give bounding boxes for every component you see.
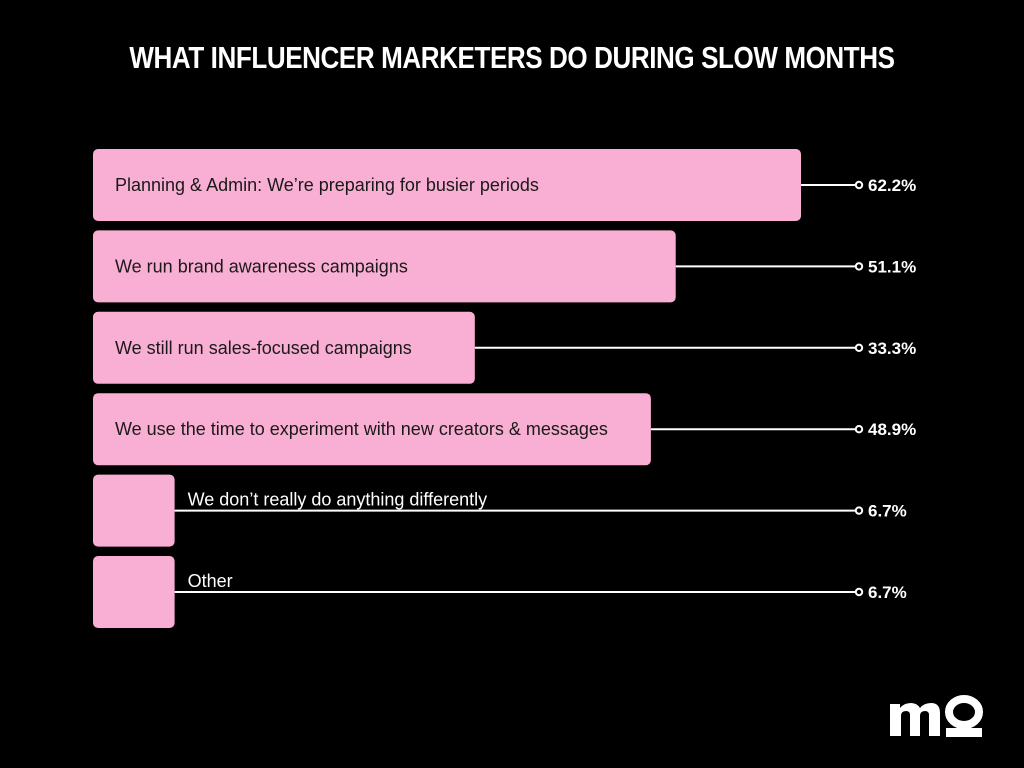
value-label: 48.9% xyxy=(868,420,916,439)
category-label: We use the time to experiment with new c… xyxy=(115,419,608,439)
bar-group: We don’t really do anything differently 6… xyxy=(93,474,907,547)
category-label: We don’t really do anything differently xyxy=(188,490,488,510)
value-label: 62.2% xyxy=(868,176,916,195)
bar xyxy=(93,230,676,303)
category-label: Other xyxy=(188,571,233,591)
bar-group: Other 6.7% xyxy=(93,556,907,628)
leader-dot xyxy=(854,262,864,271)
bar xyxy=(93,393,651,466)
bar-group: We still run sales-focused campaigns 33.3… xyxy=(93,311,916,384)
value-label: 33.3% xyxy=(868,339,916,358)
category-label: Planning & Admin: We’re preparing for bu… xyxy=(115,175,539,195)
bar xyxy=(93,149,801,221)
bar xyxy=(93,474,175,547)
value-label: 6.7% xyxy=(868,583,907,602)
value-label: 6.7% xyxy=(868,502,907,521)
leader-dot xyxy=(854,180,864,190)
bar xyxy=(93,556,175,628)
bar-group: We run brand awareness campaigns 51.1% xyxy=(93,230,916,303)
bar xyxy=(93,311,475,384)
value-label: 51.1% xyxy=(868,257,916,276)
leader-dot xyxy=(854,425,864,434)
leader-dot xyxy=(854,587,864,597)
category-label: We still run sales-focused campaigns xyxy=(115,338,412,358)
leader-dot xyxy=(854,506,864,515)
brand-logo-icon xyxy=(890,695,983,737)
chart-title: WHAT INFLUENCER MARKETERS DO DURING SLOW… xyxy=(129,40,895,75)
category-label: We run brand awareness campaigns xyxy=(115,256,408,276)
bar-group: Planning & Admin: We’re preparing for bu… xyxy=(93,149,916,221)
bar-group: We use the time to experiment with new c… xyxy=(93,393,916,466)
leader-dot xyxy=(854,343,864,352)
